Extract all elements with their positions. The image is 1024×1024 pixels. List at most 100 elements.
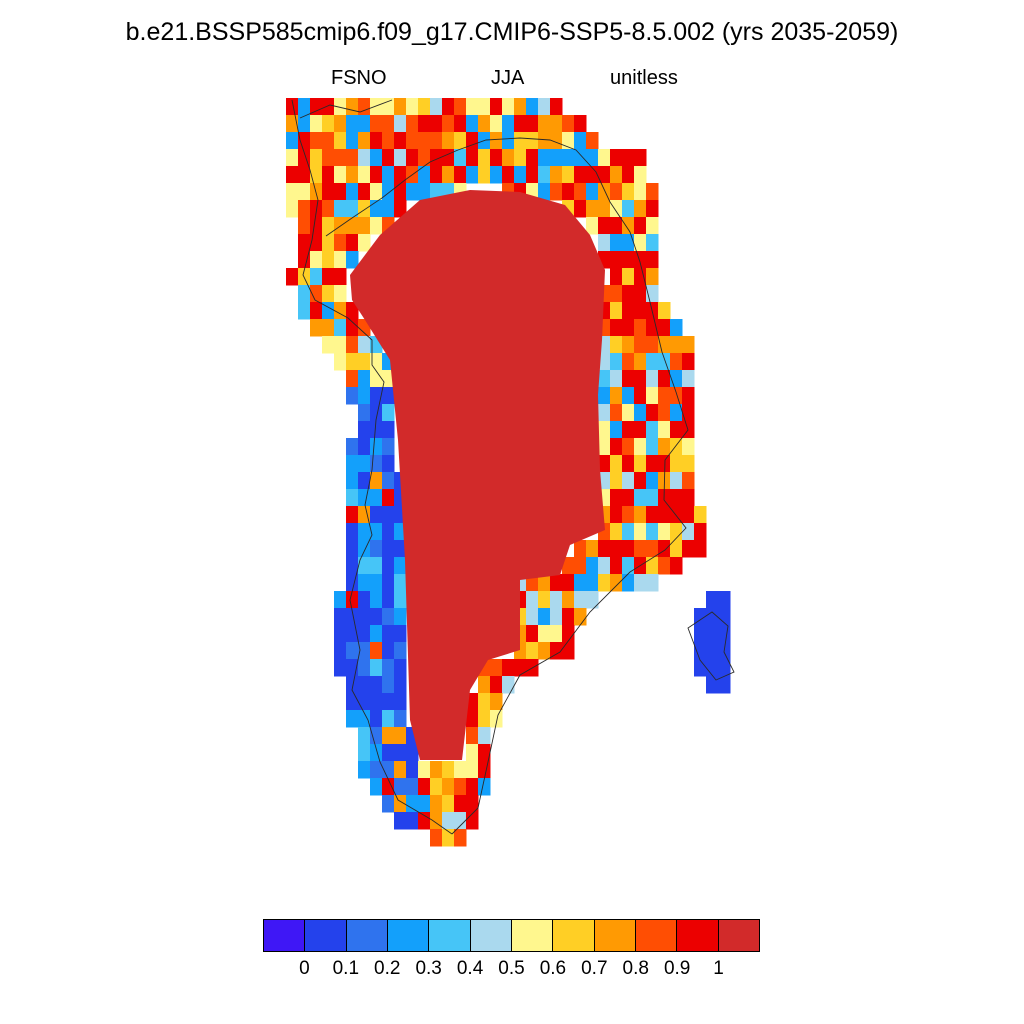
- grid-cell: [406, 98, 419, 116]
- grid-cell: [418, 812, 431, 830]
- grid-cell: [622, 251, 635, 269]
- grid-cell: [382, 387, 395, 405]
- grid-cell: [670, 353, 683, 371]
- colorbar-tick-label: 0.3: [415, 958, 442, 979]
- grid-cell: [382, 557, 395, 575]
- grid-cell: [586, 200, 599, 218]
- grid-cell: [430, 761, 443, 779]
- grid-cell: [358, 404, 371, 422]
- grid-cell: [370, 217, 383, 235]
- grid-cell: [610, 268, 623, 286]
- grid-cell: [382, 472, 395, 490]
- grid-cell: [610, 489, 623, 507]
- grid-cell: [658, 370, 671, 388]
- grid-cell: [298, 166, 311, 184]
- grid-cell: [358, 625, 371, 643]
- grid-cell: [334, 336, 347, 354]
- grid-cell: [334, 183, 347, 201]
- grid-cell: [418, 778, 431, 796]
- grid-cell: [610, 234, 623, 252]
- grid-cell: [682, 438, 695, 456]
- grid-cell: [322, 217, 335, 235]
- grid-cell: [610, 455, 623, 473]
- grid-cell: [478, 710, 491, 728]
- grid-cell: [622, 268, 635, 286]
- grid-cell: [634, 302, 647, 320]
- grid-cell: [706, 659, 719, 677]
- grid-cell: [658, 506, 671, 524]
- units-label: unitless: [610, 67, 678, 89]
- grid-cell: [334, 132, 347, 150]
- grid-cell: [310, 302, 323, 320]
- grid-cell: [490, 659, 503, 677]
- grid-cell: [622, 285, 635, 303]
- grid-cell: [442, 166, 455, 184]
- grid-cell: [382, 710, 395, 728]
- grid-cell: [634, 353, 647, 371]
- grid-cell: [598, 387, 611, 405]
- grid-cell: [586, 540, 599, 558]
- grid-cell: [634, 183, 647, 201]
- grid-cell: [346, 200, 359, 218]
- grid-cell: [706, 625, 719, 643]
- grid-cell: [286, 115, 299, 133]
- grid-cell: [598, 404, 611, 422]
- grid-cell: [310, 132, 323, 150]
- grid-cell: [706, 642, 719, 660]
- grid-cell: [634, 472, 647, 490]
- grid-cell: [370, 557, 383, 575]
- grid-cell: [370, 761, 383, 779]
- grid-cell: [586, 166, 599, 184]
- grid-cell: [358, 438, 371, 456]
- variable-label: FSNO: [331, 67, 387, 89]
- grid-cell: [682, 455, 695, 473]
- grid-cell: [622, 183, 635, 201]
- grid-cell: [574, 608, 587, 626]
- grid-cell: [394, 540, 407, 558]
- grid-cell: [526, 642, 539, 660]
- grid-cell: [562, 115, 575, 133]
- grid-cell: [526, 115, 539, 133]
- colorbar-tick-label: 0.9: [663, 958, 691, 979]
- colorbar-box: [677, 920, 719, 951]
- grid-cell: [490, 693, 503, 711]
- grid-cell: [346, 98, 359, 116]
- grid-cell: [454, 778, 467, 796]
- grid-cell: [598, 217, 611, 235]
- grid-cell: [382, 642, 395, 660]
- grid-cell: [430, 778, 443, 796]
- grid-cell: [550, 591, 563, 609]
- grid-cell: [418, 761, 431, 779]
- grid-cell: [334, 285, 347, 303]
- grid-cell: [610, 506, 623, 524]
- grid-cell: [346, 693, 359, 711]
- grid-cell: [514, 149, 527, 167]
- grid-cell: [562, 149, 575, 167]
- grid-cell: [370, 387, 383, 405]
- colorbar-tick-label: 0.2: [374, 958, 401, 979]
- grid-cell: [442, 812, 455, 830]
- grid-cell: [634, 268, 647, 286]
- grid-cell: [670, 387, 683, 405]
- coastlines: [291, 99, 735, 835]
- grid-cell: [682, 540, 695, 558]
- grid-cell: [622, 234, 635, 252]
- grid-cell: [538, 642, 551, 660]
- grid-cell: [622, 506, 635, 524]
- grid-cell: [346, 506, 359, 524]
- grid-cell: [382, 795, 395, 813]
- grid-cell: [670, 523, 683, 541]
- grid-cell: [646, 336, 659, 354]
- grid-cell: [286, 166, 299, 184]
- grid-cell: [622, 472, 635, 490]
- grid-cell: [346, 370, 359, 388]
- grid-cell: [682, 489, 695, 507]
- grid-cell: [694, 625, 707, 643]
- grid-cell: [394, 608, 407, 626]
- grid-cell: [430, 115, 443, 133]
- grid-cell: [598, 421, 611, 439]
- grid-cell: [490, 132, 503, 150]
- colorbar-tick-label: 0.5: [498, 958, 525, 979]
- grid-cell: [382, 608, 395, 626]
